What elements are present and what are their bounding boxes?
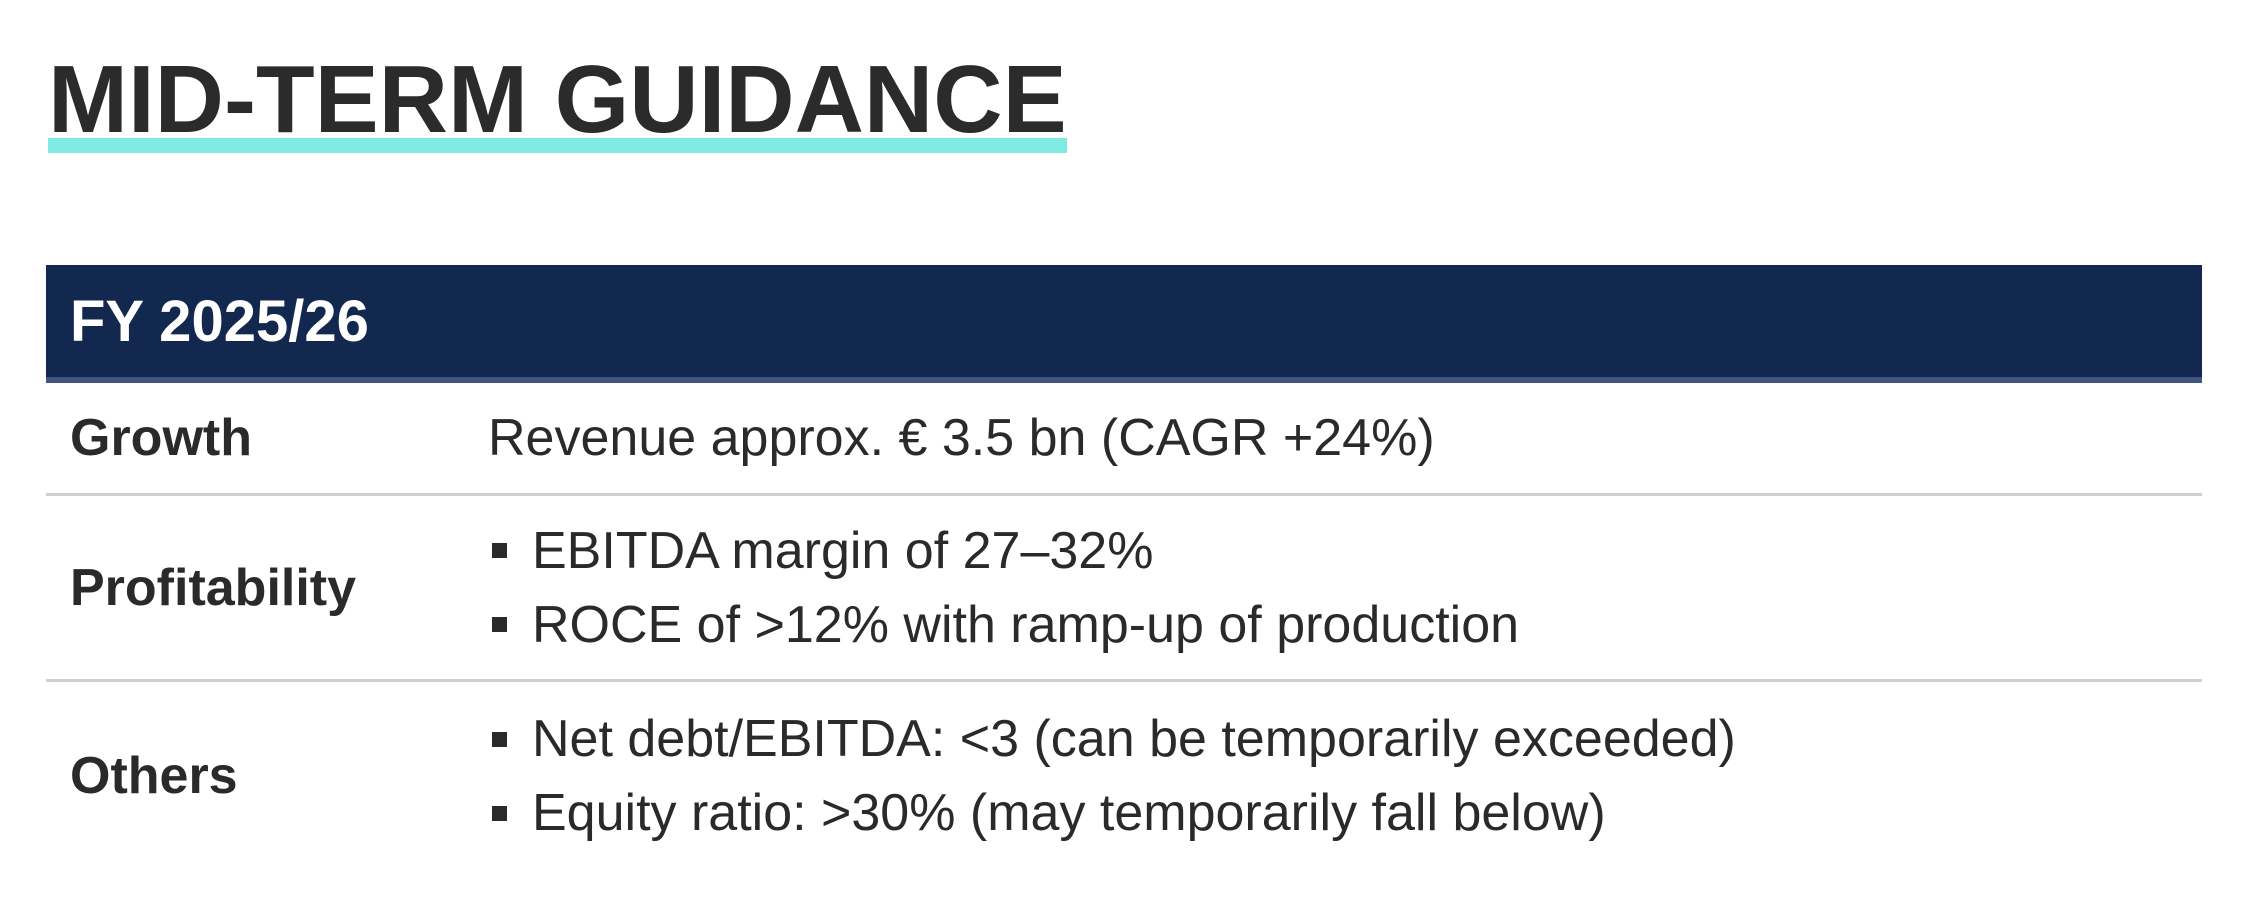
profitability-bullet-list: EBITDA margin of 27–32% ROCE of >12% wit…	[488, 514, 1519, 662]
title-underline	[48, 138, 1067, 153]
list-item: EBITDA margin of 27–32%	[488, 514, 1519, 588]
table-row-profitability: Profitability EBITDA margin of 27–32% RO…	[46, 496, 2202, 682]
bullet-text: Equity ratio: >30% (may temporarily fall…	[532, 784, 1606, 842]
growth-value: Revenue approx. € 3.5 bn (CAGR +24%)	[488, 409, 1435, 467]
square-bullet-icon	[492, 543, 507, 558]
square-bullet-icon	[492, 805, 507, 821]
title-block: MID-TERM GUIDANCE	[48, 46, 1067, 153]
row-label-growth: Growth	[70, 409, 252, 467]
list-item: Equity ratio: >30% (may temporarily fall…	[488, 776, 1736, 850]
table-row-growth: Growth Revenue approx. € 3.5 bn (CAGR +2…	[46, 383, 2202, 496]
bullet-text: ROCE of >12% with ramp-up of production	[532, 595, 1520, 654]
bullet-text: EBITDA margin of 27–32%	[532, 521, 1154, 580]
guidance-table: FY 2025/26 Growth Revenue approx. € 3.5 …	[46, 265, 2202, 870]
table-header: FY 2025/26	[46, 265, 2202, 383]
table-row-others: Others Net debt/EBITDA: <3 (can be tempo…	[46, 682, 2202, 870]
fiscal-year-heading: FY 2025/26	[70, 288, 369, 354]
square-bullet-icon	[492, 731, 507, 747]
bullet-text: Net debt/EBITDA: <3 (can be temporarily …	[532, 710, 1736, 768]
row-label-profitability: Profitability	[70, 558, 357, 617]
page-title: MID-TERM GUIDANCE	[48, 46, 1067, 153]
row-label-others: Others	[70, 747, 238, 805]
square-bullet-icon	[492, 617, 507, 632]
list-item: ROCE of >12% with ramp-up of production	[488, 588, 1519, 662]
others-bullet-list: Net debt/EBITDA: <3 (can be temporarily …	[488, 702, 1736, 850]
list-item: Net debt/EBITDA: <3 (can be temporarily …	[488, 702, 1736, 776]
